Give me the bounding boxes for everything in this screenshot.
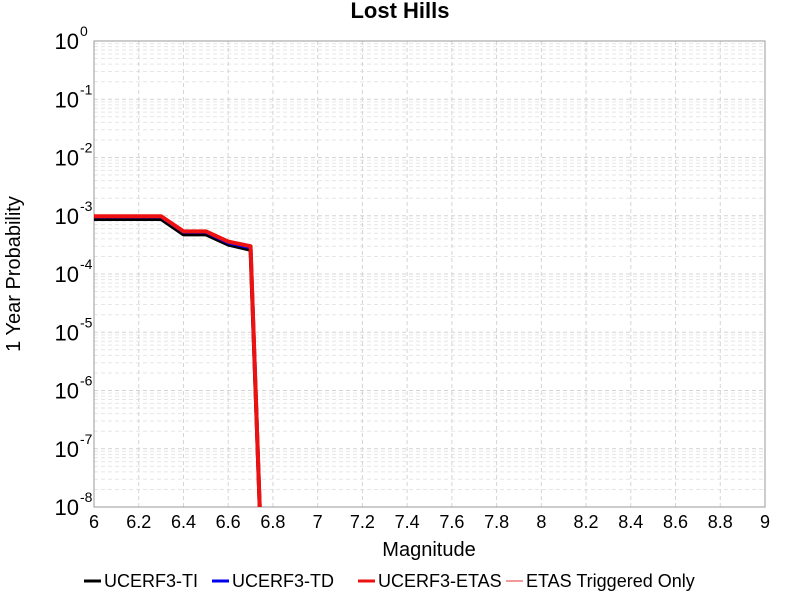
series-line-ucerf3-etas (94, 214, 262, 507)
y-tick-base: 10 (55, 437, 79, 462)
y-tick-exponent: -1 (80, 81, 93, 97)
x-tick-label: 7.8 (484, 512, 509, 532)
series-layer (94, 214, 262, 507)
y-tick-base: 10 (55, 320, 79, 345)
x-tick-label: 6.8 (260, 512, 285, 532)
y-tick-label: 10 -3 (55, 198, 93, 229)
y-tick-exponent: -7 (80, 431, 93, 447)
x-tick-label: 7.4 (395, 512, 420, 532)
series-line-ucerf3-ti (94, 216, 262, 507)
x-tick-label: 8.8 (708, 512, 733, 532)
y-tick-label: 10 -5 (55, 314, 93, 345)
legend-item: UCERF3-ETAS (358, 571, 502, 591)
plot-grid (93, 40, 766, 508)
legend-item: ETAS Triggered Only (506, 571, 695, 591)
x-tick-label: 7.2 (350, 512, 375, 532)
y-tick-label: 10 -1 (55, 81, 93, 112)
y-tick-exponent: -8 (80, 489, 93, 505)
x-tick-label: 8.2 (574, 512, 599, 532)
plot-area-border (93, 40, 766, 508)
x-tick-label: 6.2 (126, 512, 151, 532)
x-tick-label: 6.4 (171, 512, 196, 532)
x-tick-label: 8.6 (663, 512, 688, 532)
y-tick-label: 10 -6 (55, 373, 93, 404)
x-axis-ticks: 6 6.2 6.4 6.6 6.8 7 7.2 7.4 7.6 7.8 8 8.2 8.4 8.6 8.8 9 (89, 512, 770, 532)
x-tick-label: 6.6 (216, 512, 241, 532)
y-tick-base: 10 (55, 495, 79, 520)
x-tick-label: 9 (760, 512, 770, 532)
x-tick-label: 7.6 (439, 512, 464, 532)
legend-item: UCERF3-TI (84, 571, 198, 591)
y-tick-label: 10 -2 (55, 140, 93, 171)
y-tick-label: 10 0 (55, 23, 88, 54)
legend-item: UCERF3-TD (212, 571, 334, 591)
x-axis-label: Magnitude (382, 539, 475, 561)
y-tick-label: 10 -8 (55, 489, 93, 520)
chart-title: Lost Hills (350, 0, 449, 23)
legend-label: UCERF3-ETAS (378, 571, 502, 591)
y-tick-exponent: -6 (80, 373, 93, 389)
y-tick-exponent: -2 (80, 140, 93, 156)
y-tick-base: 10 (55, 146, 79, 171)
x-tick-label: 8.4 (618, 512, 643, 532)
x-tick-label: 6 (89, 512, 99, 532)
legend-label: ETAS Triggered Only (526, 571, 695, 591)
y-tick-base: 10 (55, 87, 79, 112)
y-tick-exponent: -4 (80, 256, 93, 272)
y-tick-base: 10 (55, 29, 79, 54)
x-tick-label: 8 (536, 512, 546, 532)
y-tick-label: 10 -7 (55, 431, 93, 462)
y-tick-exponent: -5 (80, 314, 93, 330)
x-tick-label: 7 (313, 512, 323, 532)
legend-label: UCERF3-TD (232, 571, 334, 591)
y-tick-base: 10 (55, 204, 79, 229)
y-tick-base: 10 (55, 262, 79, 287)
y-tick-exponent: 0 (80, 23, 88, 39)
y-tick-base: 10 (55, 379, 79, 404)
y-axis-label: 1 Year Probability (3, 196, 25, 352)
y-tick-label: 10 -4 (55, 256, 93, 287)
legend-label: UCERF3-TI (104, 571, 198, 591)
y-tick-exponent: -3 (80, 198, 93, 214)
legend: UCERF3-TI UCERF3-TD UCERF3-ETAS ETAS Trigge… (84, 571, 695, 591)
